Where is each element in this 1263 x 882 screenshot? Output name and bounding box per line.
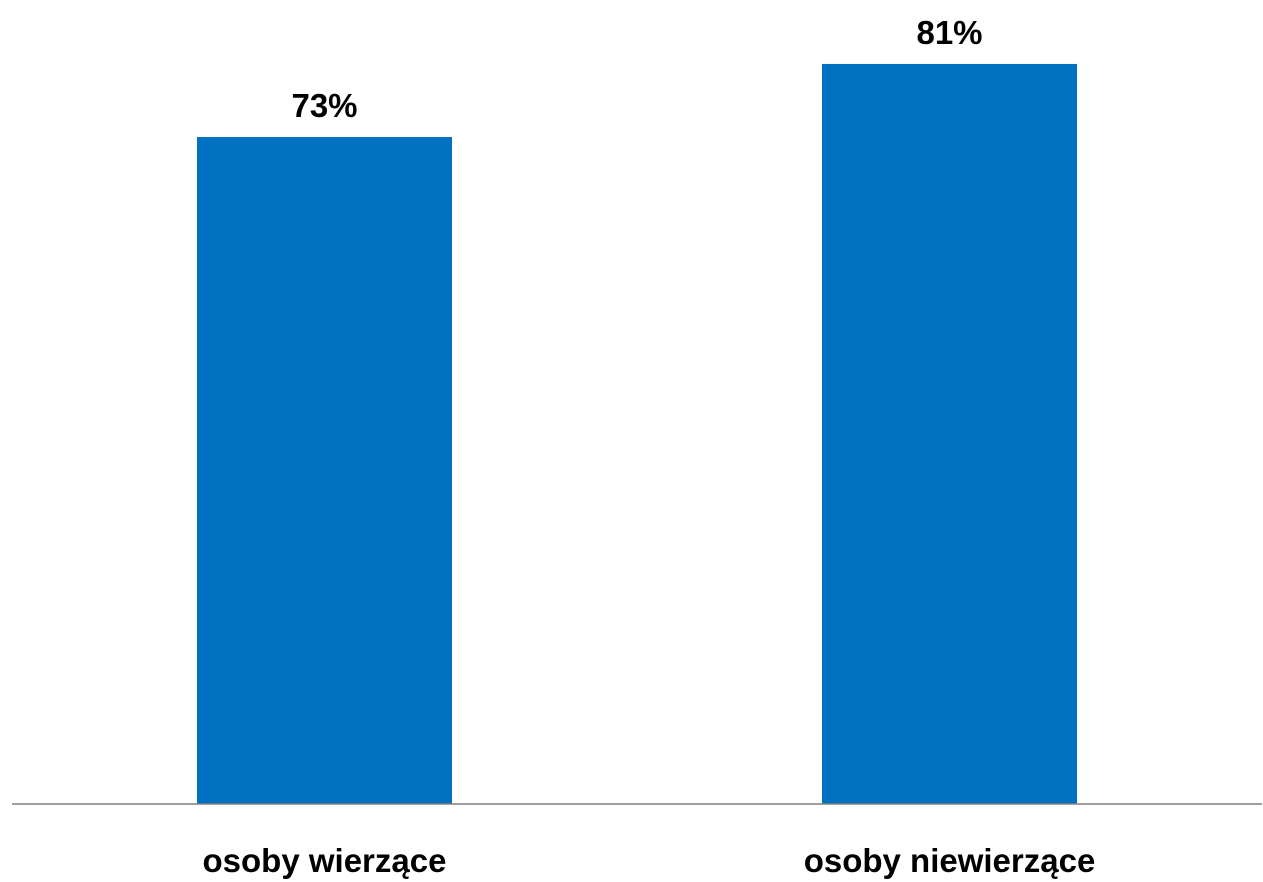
bar-2 [822, 63, 1077, 805]
x-tick-label-1: osoby wierzące [203, 842, 447, 879]
bar-1 [197, 137, 452, 804]
x-tick-label-2: osoby niewierzące [804, 842, 1096, 879]
data-label-2: 81% [916, 14, 982, 51]
data-label-1: 73% [291, 87, 357, 124]
